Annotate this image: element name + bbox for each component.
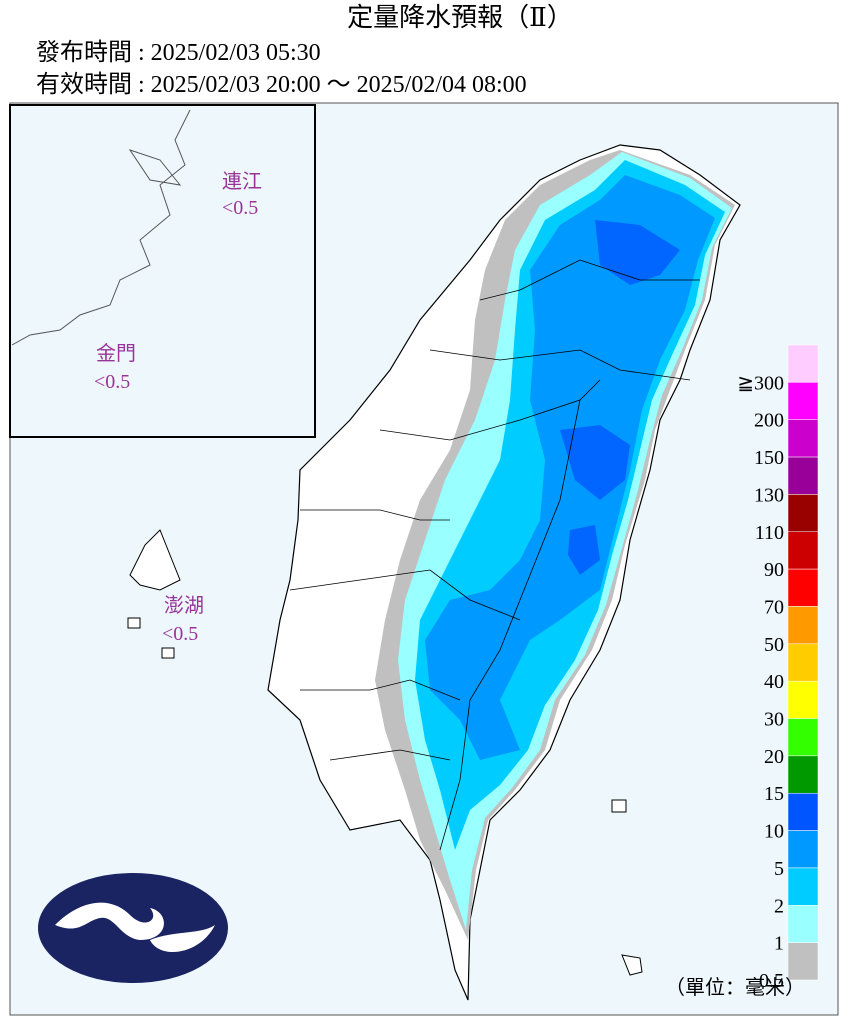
penghu-islands [129, 529, 181, 591]
legend-swatch [787, 643, 819, 682]
island [128, 149, 182, 186]
legend-swatch [787, 531, 819, 570]
region-name: 澎湖 [164, 594, 204, 617]
region-value: <0.5 [162, 623, 198, 645]
title: 定量降水預報（Ⅱ） [347, 3, 573, 32]
legend-swatch [787, 494, 819, 533]
issued-time: 發布時間 : 2025/02/03 05:30 [36, 39, 321, 66]
legend-swatch [787, 718, 819, 757]
legend-label: 0.5 [759, 970, 784, 992]
legend-swatch [787, 905, 819, 943]
rain-10 [595, 220, 680, 285]
legend-label: 30 [764, 709, 784, 731]
legend-label: ≧300 [737, 372, 784, 394]
legend-swatch [787, 942, 819, 981]
legend-label: 200 [754, 410, 784, 432]
valid-time: 有效時間 : 2025/02/03 20:00 ～ 2025/02/04 08:… [36, 71, 527, 98]
legend-label: 90 [764, 559, 784, 581]
legend-label: 50 [764, 634, 784, 656]
rain-5 [425, 175, 715, 760]
county-border [289, 259, 700, 851]
inset-frame [9, 104, 316, 438]
region-value: <0.5 [94, 371, 130, 393]
legend-swatch [787, 606, 819, 645]
legend-label: 110 [755, 522, 784, 544]
legend-swatch [787, 344, 819, 383]
legend-swatch [787, 792, 819, 831]
legend-label: 5 [774, 858, 784, 880]
legend: ≧300 200 150 130 110 90 70 50 40 30 20 15 10 5 2 1 0.5 [737, 344, 819, 992]
region-name: 金門 [96, 342, 136, 365]
legend-label: 130 [754, 484, 784, 506]
legend-label: 2 [774, 895, 784, 917]
legend-label: 1 [774, 933, 784, 955]
legend-swatch [787, 456, 819, 495]
rain-10 [568, 525, 600, 575]
logo-swirl [55, 902, 215, 952]
legend-label: 20 [764, 746, 784, 768]
legend-label: 10 [764, 821, 784, 843]
china-coast [11, 109, 191, 346]
region-name: 連江 [222, 170, 262, 193]
legend-swatch [787, 680, 819, 719]
legend-swatch [787, 830, 819, 869]
legend-swatch [787, 755, 819, 794]
legend-swatch [787, 419, 819, 458]
region-value: <0.5 [222, 197, 258, 219]
legend-label: 150 [754, 447, 784, 469]
legend-swatch [787, 382, 819, 420]
orchid-island [621, 954, 643, 976]
green-island [611, 799, 627, 813]
legend-swatch [787, 867, 819, 906]
rain-10 [560, 425, 630, 500]
islet [161, 647, 175, 659]
legend-label: 70 [764, 596, 784, 618]
unit-label: （單位：毫米） [665, 976, 805, 999]
legend-swatch [787, 568, 819, 607]
islet [127, 617, 141, 629]
legend-label: 40 [764, 671, 784, 693]
legend-label: 15 [764, 783, 784, 805]
